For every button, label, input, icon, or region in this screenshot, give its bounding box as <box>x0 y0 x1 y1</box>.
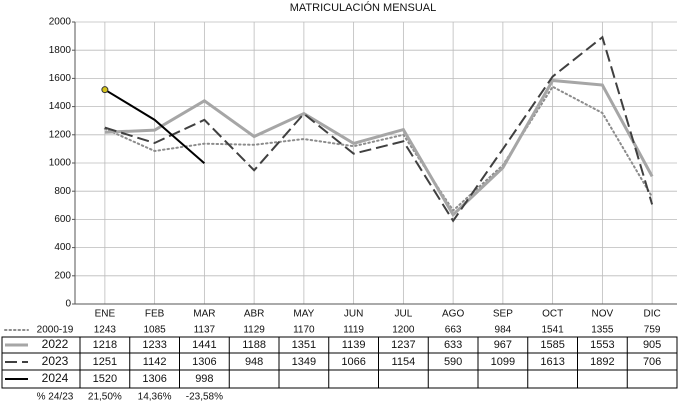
y-tick-label: 600 <box>54 214 71 225</box>
table-cell: 1585 <box>540 339 564 351</box>
y-tick-label: 0 <box>65 299 71 310</box>
table-cell: 998 <box>195 373 213 385</box>
x-tick-label: MAY <box>293 309 314 320</box>
x-tick-label: DIC <box>644 309 661 320</box>
legend-label: 2023 <box>42 354 69 368</box>
legend-label: 2000-19 <box>37 325 74 336</box>
table-cell: 1553 <box>590 339 614 351</box>
table-cell: 1306 <box>192 356 216 368</box>
table-cell: 948 <box>245 356 263 368</box>
table-cell: 905 <box>643 339 661 351</box>
table-cell: 1355 <box>591 325 614 336</box>
x-tick-label: SEP <box>493 309 513 320</box>
x-tick-label: AGO <box>442 309 464 320</box>
table-cell: 1351 <box>292 339 316 351</box>
table-cell: 1613 <box>540 356 564 368</box>
table-cell: 1066 <box>341 356 365 368</box>
y-tick-label: 1200 <box>49 129 72 140</box>
table-cell: 590 <box>444 356 462 368</box>
table-cell: 1085 <box>144 325 167 336</box>
x-tick-label: MAR <box>193 309 215 320</box>
change-cell: -23,58% <box>186 392 223 403</box>
point-marker <box>101 86 109 94</box>
table-cell: 1119 <box>343 325 364 336</box>
table-cell: 1154 <box>392 356 416 368</box>
legend-label: 2022 <box>42 337 69 351</box>
table-cell: 967 <box>494 339 512 351</box>
table-cell: 663 <box>445 325 462 336</box>
y-tick-label: 1400 <box>49 101 72 112</box>
x-tick-label: OCT <box>542 309 563 320</box>
table-cell: 1099 <box>491 356 515 368</box>
series-line <box>104 78 654 218</box>
table-cell: 1243 <box>94 325 117 336</box>
table-cell: 706 <box>643 356 661 368</box>
table-cell: 1170 <box>293 325 315 336</box>
table-cell: 759 <box>644 325 661 336</box>
table-cell: 633 <box>444 339 462 351</box>
table-cell: 1349 <box>292 356 316 368</box>
table-cell: 1139 <box>342 339 366 351</box>
x-tick-label: FEB <box>145 309 165 320</box>
series-line <box>103 85 654 213</box>
change-cell: 14,36% <box>138 392 172 403</box>
table-cell: 1137 <box>194 325 216 336</box>
change-label: % 24/23 <box>37 392 74 403</box>
table-cell: 1541 <box>542 325 565 336</box>
y-tick-label: 1800 <box>49 45 72 56</box>
series-line <box>104 35 654 223</box>
table-cell: 1200 <box>392 325 415 336</box>
chart-title: MATRICULACIÓN MENSUAL <box>290 1 436 14</box>
table-cell: 1233 <box>142 339 166 351</box>
y-tick-label: 2000 <box>49 17 72 28</box>
table-cell: 1441 <box>192 339 216 351</box>
y-tick-label: 1600 <box>49 73 72 84</box>
table-cell: 1218 <box>93 339 117 351</box>
change-cell: 21,50% <box>88 392 122 403</box>
table-cell: 1188 <box>242 339 266 351</box>
x-tick-label: JUN <box>344 309 363 320</box>
legend-label: 2024 <box>42 371 69 385</box>
x-tick-label: ABR <box>244 309 265 320</box>
y-tick-label: 400 <box>54 242 71 253</box>
table-cell: 1892 <box>590 356 614 368</box>
y-tick-label: 1000 <box>49 158 72 169</box>
x-tick-label: JUL <box>394 309 412 320</box>
x-tick-label: ENE <box>95 309 116 320</box>
y-tick-label: 200 <box>54 270 71 281</box>
table-cell: 1306 <box>142 373 166 385</box>
table-cell: 1251 <box>93 356 117 368</box>
table-cell: 984 <box>495 325 512 336</box>
table-cell: 1129 <box>243 325 265 336</box>
series-line <box>104 88 206 165</box>
table-cell: 1237 <box>391 339 415 351</box>
table-cell: 1520 <box>93 373 117 385</box>
y-tick-label: 800 <box>54 186 71 197</box>
table-cell: 1142 <box>143 356 167 368</box>
x-tick-label: NOV <box>592 309 614 320</box>
